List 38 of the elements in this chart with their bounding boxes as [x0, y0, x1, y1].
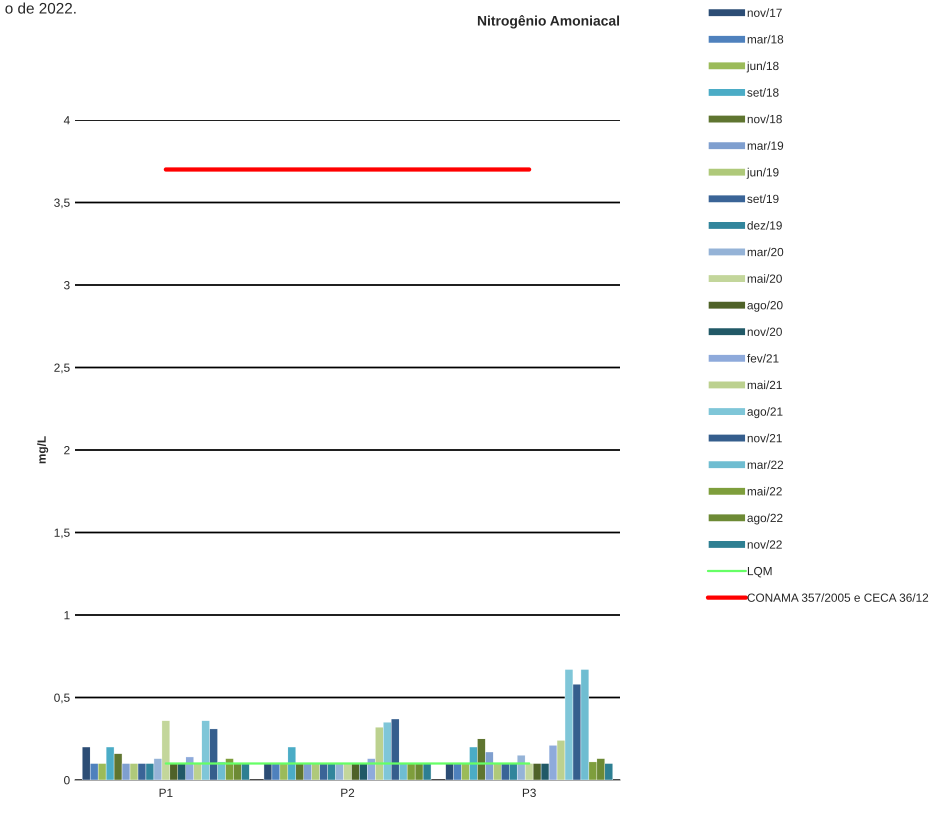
- legend-label: nov/22: [748, 540, 782, 549]
- legend-label: LQM: [748, 566, 772, 578]
- legend-label: nov/18: [748, 114, 782, 124]
- legend-label: ago/22: [747, 513, 782, 524]
- legend-label: jun/19: [746, 168, 779, 179]
- x-tick-label: P3: [522, 788, 536, 798]
- legend-label: mar/19: [748, 141, 784, 150]
- y-tick-label: 2: [64, 446, 70, 454]
- y-axis-title: mg/L: [37, 436, 48, 464]
- legend-label: fev/21: [747, 354, 779, 363]
- y-tick-label: 0,5: [54, 694, 70, 704]
- y-tick-label: 3,5: [54, 198, 70, 208]
- y-tick-label: 4: [64, 116, 70, 124]
- chart-title: Nitrogênio Amoniacal: [478, 15, 620, 28]
- legend-label: ago/20: [747, 300, 783, 312]
- x-tick-label: P1: [160, 788, 172, 797]
- legend-label: set/18: [747, 88, 779, 97]
- y-tick-label: 0: [64, 776, 70, 784]
- legend-label: dez/19: [747, 220, 782, 230]
- legend-label: CONAMA 357/2005 e CECA 36/12: [748, 593, 928, 602]
- legend-label: set/19: [747, 194, 779, 204]
- legend-label: nov/21: [748, 434, 782, 442]
- y-tick-label: 2,5: [54, 364, 70, 374]
- legend-label: mai/21: [748, 380, 782, 390]
- y-tick-label: 3: [64, 281, 70, 290]
- legend-label: ago/21: [747, 407, 782, 418]
- x-tick-label: P2: [341, 788, 354, 797]
- legend-label: nov/20: [748, 327, 782, 336]
- legend-label: mai/22: [748, 486, 782, 496]
- legend-label: mai/20: [748, 274, 782, 283]
- y-tick-label: 1,5: [54, 528, 70, 538]
- text: o de 2022.: [5, 2, 76, 14]
- legend-label: mar/22: [748, 460, 784, 469]
- legend-label: jun/18: [746, 61, 779, 72]
- legend-label: mar/18: [748, 34, 784, 44]
- legend-label: nov/17: [748, 8, 782, 17]
- y-tick-label: 1: [64, 611, 70, 620]
- legend-label: mar/20: [748, 248, 784, 256]
